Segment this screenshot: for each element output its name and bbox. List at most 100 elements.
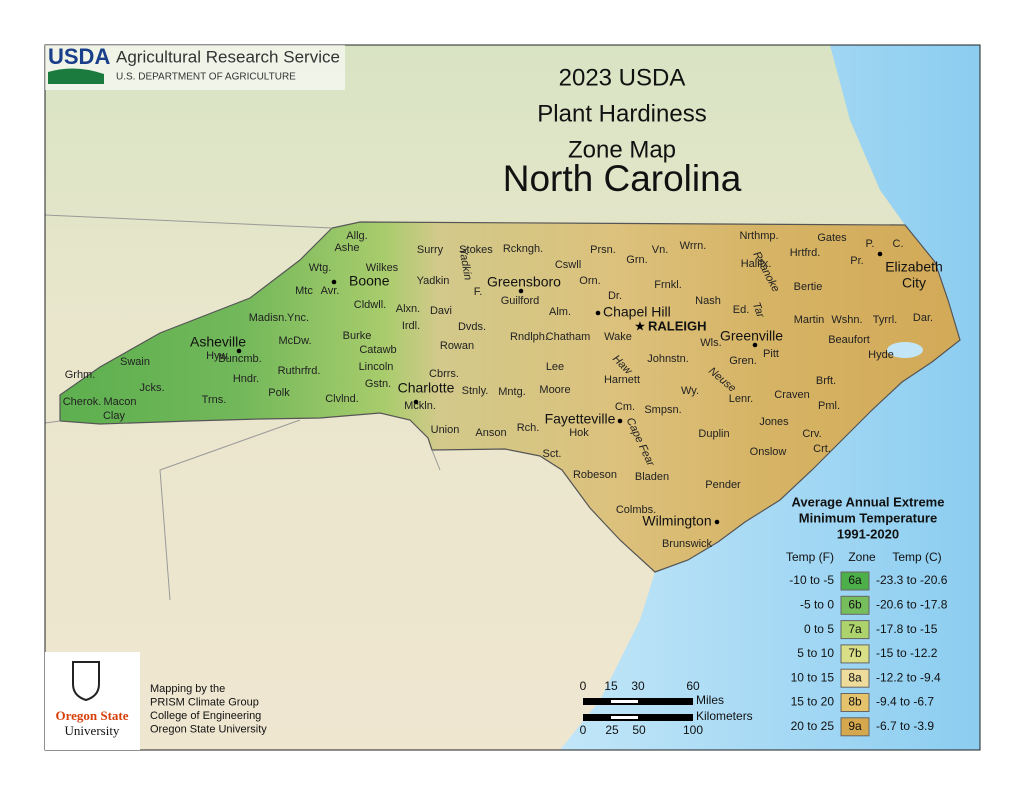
- county-label: Duplin: [698, 428, 729, 440]
- legend-temp-f: -10 to -5: [789, 573, 834, 587]
- county-label: Lee: [546, 361, 564, 373]
- county-label: Pr.: [850, 255, 863, 267]
- county-label: Crt.: [813, 443, 831, 455]
- legend-swatch: [840, 595, 870, 615]
- county-label: Pml.: [818, 400, 840, 412]
- usda-logo-swoosh: [48, 68, 104, 84]
- legend-temp-f: -5 to 0: [800, 597, 834, 611]
- county-label: Gates: [817, 232, 847, 244]
- county-label: C.: [893, 238, 904, 250]
- city-dot: [518, 288, 524, 294]
- ocean: [560, 45, 980, 750]
- city-dot: [752, 342, 758, 348]
- scale-miles-label: Miles: [696, 693, 724, 707]
- north-carolina: [59, 221, 961, 573]
- county-label: Madisn.: [249, 312, 288, 324]
- capital-label: RALEIGH: [648, 318, 707, 333]
- city-label: City: [902, 275, 926, 291]
- legend-temp-f: 5 to 10: [797, 646, 834, 660]
- legend-swatch: [840, 644, 870, 664]
- county-label: Mckln.: [404, 400, 436, 412]
- county-label: Wls.: [700, 337, 721, 349]
- state-title: North Carolina: [503, 158, 742, 199]
- county-label: Dar.: [913, 312, 933, 324]
- osu-logo-text: Oregon State: [55, 708, 128, 723]
- county-label: P.: [866, 238, 875, 250]
- city-dot: [236, 348, 242, 354]
- scale-km-tick: 50: [632, 723, 646, 737]
- county-label: Wtg.: [309, 262, 332, 274]
- legend-zone: 9a: [848, 719, 862, 733]
- legend-swatch: [840, 717, 870, 737]
- county-label: Brft.: [816, 375, 836, 387]
- scale-km-tick: 100: [683, 723, 703, 737]
- county-label: Wake: [604, 331, 632, 343]
- lake: [887, 342, 923, 358]
- credit-line: College of Engineering: [150, 710, 261, 722]
- county-label: Hyde: [868, 349, 894, 361]
- scale-miles-tick: 0: [580, 679, 587, 693]
- legend-swatch: [840, 693, 870, 712]
- credit-line: PRISM Climate Group: [150, 696, 259, 708]
- county-label: Hyw.: [206, 350, 230, 362]
- county-label: Harnett: [604, 374, 640, 386]
- county-label: Rowan: [440, 340, 474, 352]
- agency-name: Agricultural Research Service: [116, 47, 340, 66]
- legend-title: Minimum Temperature: [799, 510, 937, 525]
- county-label: Grhm.: [65, 369, 96, 381]
- miles-bar-gap: [611, 700, 638, 703]
- county-label: Onslow: [750, 446, 787, 458]
- map-frame: [44, 44, 981, 751]
- county-label: Davi: [430, 305, 452, 317]
- county-label: Martin: [794, 314, 825, 326]
- county-label: Hndr.: [233, 373, 259, 385]
- legend-temp-c: -17.8 to -15: [876, 622, 938, 636]
- county-label: Cherok.: [63, 396, 102, 408]
- county-label: F.: [474, 286, 483, 298]
- legend-temp-f: 10 to 15: [791, 670, 835, 684]
- county-label: Jones: [759, 416, 789, 428]
- county-label: Guilford: [501, 295, 540, 307]
- scale-km-tick: 25: [605, 723, 619, 737]
- county-label: Trns.: [202, 394, 227, 406]
- city-label: Chapel Hill: [603, 304, 671, 320]
- county-label: Cldwll.: [354, 299, 386, 311]
- city-label: Boone: [349, 273, 390, 289]
- legend-swatch: [840, 620, 870, 640]
- legend-zone: 7a: [848, 622, 862, 636]
- county-label: Dr.: [608, 290, 622, 302]
- county-label: Ruthrfrd.: [278, 365, 321, 377]
- city-label: Charlotte: [398, 380, 455, 396]
- county-label: Chatham: [546, 331, 591, 343]
- county-label: Ashe: [334, 242, 359, 254]
- county-label: Catawb: [359, 344, 396, 356]
- county-label: Avr.: [321, 285, 340, 297]
- legend-zone: 6a: [848, 573, 862, 587]
- county-label: Ed.: [733, 304, 750, 316]
- legend-header: Zone: [848, 550, 876, 564]
- county-label: Cm.: [615, 401, 635, 413]
- county-label: Stnly.: [462, 385, 489, 397]
- city-label: Greenville: [720, 328, 783, 344]
- county-label: Mtc: [295, 285, 313, 297]
- county-label: Pitt: [763, 348, 779, 360]
- city-label: Asheville: [190, 334, 246, 350]
- city-label: Fayetteville: [545, 411, 616, 427]
- county-label: Halifx.: [741, 258, 772, 270]
- legend-temp-c: -6.7 to -3.9: [876, 719, 934, 733]
- county-label: Surry: [417, 244, 444, 256]
- county-label: Clvlnd.: [325, 393, 359, 405]
- county-label: Ync.: [287, 312, 309, 324]
- county-label: Pender: [705, 479, 741, 491]
- department-name: U.S. DEPARTMENT OF AGRICULTURE: [116, 72, 296, 83]
- county-label: Bladen: [635, 471, 669, 483]
- city-dot: [331, 279, 337, 285]
- county-label: Nrthmp.: [739, 230, 778, 242]
- legend-title: 1991-2020: [837, 526, 899, 541]
- legend-zone: 8a: [848, 670, 862, 684]
- city-dot: [714, 519, 720, 525]
- legend-title: Average Annual Extreme: [792, 494, 945, 509]
- legend-swatch: [840, 668, 870, 688]
- county-label: Tyrrl.: [873, 314, 897, 326]
